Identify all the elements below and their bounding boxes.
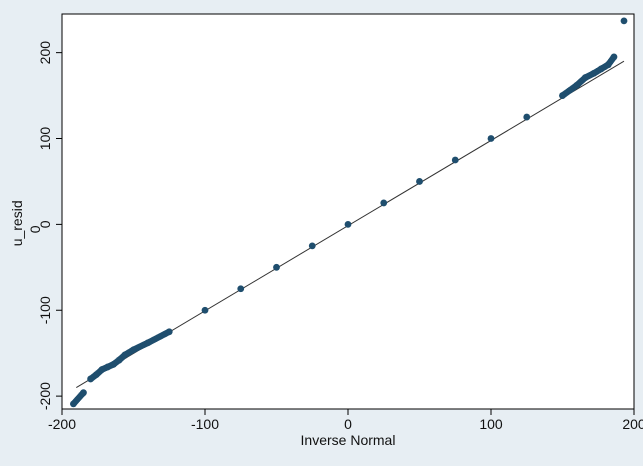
y-axis-title-main: u_resid [9, 200, 25, 246]
data-point [273, 263, 280, 271]
x-axis: -200 -100 0 100 200 [48, 409, 643, 432]
data-point [237, 285, 245, 293]
data-point [165, 328, 173, 336]
data-point [308, 242, 316, 250]
data-point [201, 306, 209, 314]
data-point [115, 356, 123, 364]
data-point [581, 74, 589, 81]
data-point [87, 375, 94, 383]
data-point [573, 81, 581, 89]
x-tick-label: -200 [48, 416, 76, 432]
data-point [130, 346, 137, 354]
y-tick-label: 200 [37, 41, 53, 65]
data-point [559, 92, 566, 99]
x-tick-label: 200 [622, 416, 643, 432]
x-tick-label: 100 [479, 416, 503, 432]
y-tick-label: 0 [37, 220, 53, 228]
data-point [344, 220, 352, 228]
y-tick-label: 100 [37, 127, 53, 151]
y-axis-title-subscript: 0 [27, 225, 43, 233]
y-axis: -200 -100 0 100 200 [37, 41, 62, 410]
data-point [104, 363, 112, 371]
data-points [70, 17, 628, 408]
data-point [92, 371, 100, 379]
y-axis-title: u_resid [9, 200, 25, 246]
data-point [380, 199, 388, 207]
data-point [144, 339, 152, 347]
data-point [110, 360, 117, 368]
x-tick-label: -100 [191, 416, 219, 432]
y-tick-label: -200 [37, 382, 53, 410]
data-point [121, 351, 129, 359]
data-point [416, 178, 423, 185]
y-tick-label: -100 [37, 296, 53, 324]
data-point [451, 156, 459, 164]
data-point [620, 17, 628, 25]
x-tick-label: 0 [344, 416, 352, 432]
plot-area [61, 13, 635, 410]
data-point [523, 113, 531, 121]
data-point [604, 61, 612, 69]
data-point [487, 135, 495, 142]
data-point [590, 69, 598, 77]
x-axis-title: Inverse Normal [301, 432, 396, 448]
data-point [80, 389, 87, 397]
data-point [610, 53, 618, 61]
data-point [597, 65, 605, 73]
data-point [70, 400, 77, 408]
data-point [98, 366, 106, 373]
